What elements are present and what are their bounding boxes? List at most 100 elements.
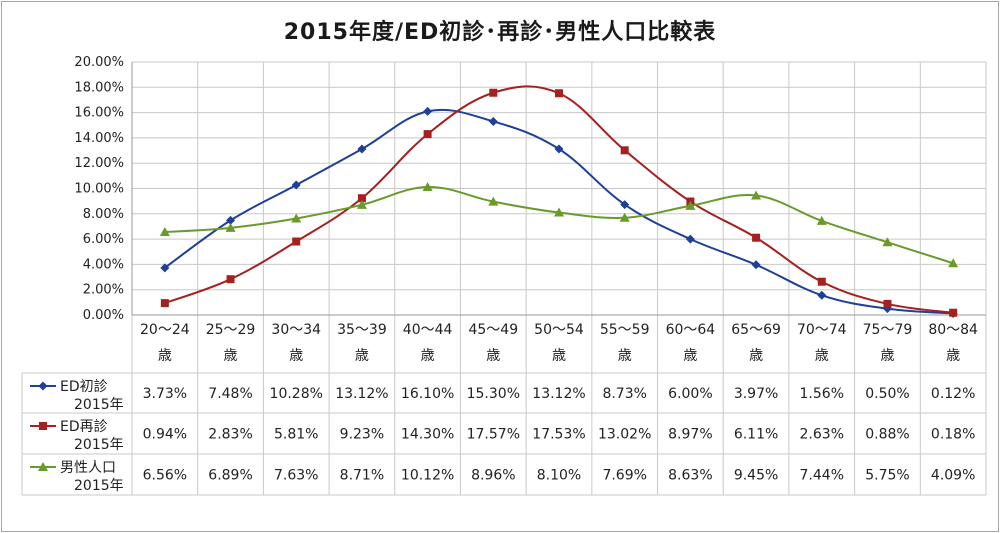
x-category-unit: 歳 <box>683 348 697 364</box>
data-point <box>685 200 696 210</box>
y-tick-label: 20.00% <box>74 55 124 70</box>
table-cell-value: 8.71% <box>340 468 384 484</box>
table-cell-value: 3.73% <box>143 386 187 402</box>
table-cell-value: 17.57% <box>467 427 520 443</box>
x-category-label: 65～69 <box>731 322 781 338</box>
table-cell-value: 6.11% <box>734 427 778 443</box>
data-point <box>554 144 564 154</box>
table-cell-value: 1.56% <box>800 386 844 402</box>
data-point <box>423 130 432 139</box>
data-point <box>620 200 630 210</box>
table-cell-value: 8.97% <box>668 427 712 443</box>
data-point <box>949 308 958 317</box>
data-point <box>883 299 892 308</box>
data-point <box>488 116 498 126</box>
x-category-unit: 歳 <box>946 348 960 364</box>
table-cell-value: 7.69% <box>602 468 646 484</box>
x-category-unit: 歳 <box>289 348 303 364</box>
x-category-label: 60～64 <box>666 322 716 338</box>
legend-label: 男性人口 <box>60 460 116 476</box>
table-cell-value: 10.28% <box>270 386 323 402</box>
table-cell-value: 9.23% <box>340 427 384 443</box>
data-point <box>292 237 301 246</box>
table-cell-value: 0.88% <box>865 427 909 443</box>
table-cell-value: 8.63% <box>668 468 712 484</box>
table-cell-value: 2.83% <box>208 427 252 443</box>
x-category-unit: 歳 <box>158 348 172 364</box>
legend-label: ED初診 <box>60 378 108 395</box>
y-tick-label: 18.00% <box>74 80 124 95</box>
table-cell-value: 8.10% <box>537 468 581 484</box>
data-point <box>226 215 236 225</box>
data-point <box>226 275 235 284</box>
data-point <box>423 106 433 116</box>
table-cell-value: 9.45% <box>734 468 778 484</box>
table-cell-value: 7.63% <box>274 468 318 484</box>
table-cell-value: 7.44% <box>800 468 844 484</box>
table-cell-value: 5.75% <box>865 468 909 484</box>
table-cell-value: 6.00% <box>668 386 712 402</box>
y-tick-label: 4.00% <box>83 257 124 272</box>
x-category-unit: 歳 <box>421 348 435 364</box>
data-point <box>751 190 762 200</box>
data-table: 20～24 歳 25～29 歳 30～34 歳 35～39 歳 40～44 歳 45～49 歳 50～5… <box>21 322 986 496</box>
data-point <box>489 88 498 97</box>
y-tick-label: 8.00% <box>83 207 124 222</box>
legend-label-year: 2015年 <box>74 437 124 453</box>
table-cell-value: 17.53% <box>532 427 585 443</box>
table-cell-value: 3.97% <box>734 386 778 402</box>
y-tick-label: 12.00% <box>74 156 124 171</box>
x-category-unit: 歳 <box>552 348 566 364</box>
series-line-3 <box>164 185 954 265</box>
table-cell-value: 6.89% <box>208 468 252 484</box>
legend-marker <box>38 381 48 391</box>
data-point <box>422 181 433 191</box>
data-point <box>291 180 301 190</box>
table-cell-value: 10.12% <box>401 468 454 484</box>
x-category-label: 30～34 <box>271 322 321 338</box>
x-category-unit: 歳 <box>880 348 894 364</box>
legend-marker <box>39 422 47 430</box>
data-point <box>816 215 827 225</box>
data-point <box>357 194 366 203</box>
series-lines <box>159 85 959 318</box>
x-category-label: 55～59 <box>600 322 650 338</box>
data-point <box>160 299 169 308</box>
x-category-label: 70～74 <box>797 322 847 338</box>
table-cell-value: 13.12% <box>335 386 388 402</box>
data-point <box>160 263 170 273</box>
table-cell-value: 5.81% <box>274 427 318 443</box>
table-cell-value: 16.10% <box>401 386 454 402</box>
table-cell-value: 14.30% <box>401 427 454 443</box>
table-cell-value: 7.48% <box>208 386 252 402</box>
x-category-unit: 歳 <box>486 348 500 364</box>
x-category-label: 75～79 <box>863 322 913 338</box>
x-category-label: 35～39 <box>337 322 387 338</box>
legend-label-year: 2015年 <box>74 478 124 494</box>
x-category-unit: 歳 <box>224 348 238 364</box>
table-cell-value: 0.18% <box>931 427 975 443</box>
table-cell-value: 0.12% <box>931 386 975 402</box>
data-point <box>159 227 170 237</box>
y-tick-label: 14.00% <box>74 131 124 146</box>
y-tick-label: 16.00% <box>74 106 124 121</box>
legend-marker <box>38 462 48 471</box>
data-point <box>291 213 302 223</box>
data-point <box>225 222 236 232</box>
x-category-label: 45～49 <box>468 322 518 338</box>
legend-label-year: 2015年 <box>74 397 124 413</box>
y-tick-label: 2.00% <box>83 283 124 298</box>
chart-title: 2015年度/ED初診･再診･男性人口比較表 <box>283 20 717 45</box>
data-point <box>685 234 695 244</box>
grid <box>131 61 987 495</box>
data-point <box>752 233 761 242</box>
y-tick-label: 6.00% <box>83 232 124 247</box>
table-cell-value: 13.02% <box>598 427 651 443</box>
data-point <box>751 260 761 270</box>
data-point <box>620 146 629 155</box>
table-cell-value: 0.50% <box>865 386 909 402</box>
table-cell-value: 0.94% <box>143 427 187 443</box>
x-category-label: 25～29 <box>206 322 256 338</box>
x-category-unit: 歳 <box>815 348 829 364</box>
